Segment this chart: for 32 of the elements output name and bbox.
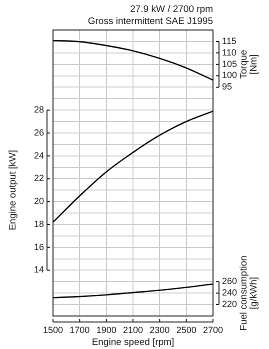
y2-tick-label: 110 (222, 47, 236, 58)
y-tick-label: 22 (34, 173, 44, 184)
y3-axis-title: Fuel consumption [g/kWh] (238, 256, 260, 331)
x-tick-label: 2700 (202, 324, 224, 335)
y3-tick-label: 220 (222, 299, 238, 310)
chart-subtitle: Gross intermittent SAE J1995 (88, 16, 213, 27)
line-series (53, 110, 213, 223)
x-tick-label: 2100 (122, 324, 144, 335)
y3-tick-label: 240 (222, 288, 238, 298)
y-tick-label: 20 (34, 196, 44, 206)
x-tick-label: 1500 (42, 324, 64, 335)
y-axis-title: Engine output [kW] (8, 150, 19, 230)
y2-tick-label: 115 (222, 36, 236, 46)
y2-axis-title: Torque [Nm] (238, 50, 260, 79)
chart-title: 27.9 kW / 2700 rpm (130, 4, 214, 15)
x-tick-label: 2300 (150, 324, 170, 335)
y2-tick-label: 95 (222, 82, 232, 92)
line-series (53, 40, 213, 81)
y-tick-label: 28 (34, 104, 44, 115)
y-tick-label: 14 (34, 264, 44, 275)
x-tick-label: 1900 (96, 324, 116, 335)
y3-tick-label: 260 (222, 276, 238, 286)
y-tick-label: 18 (34, 218, 44, 229)
y-tick-label: 26 (34, 127, 44, 138)
x-tick-label: 1700 (70, 324, 90, 335)
y-tick-label: 24 (34, 150, 44, 160)
x-axis-title: Engine speed [rpm] (92, 336, 174, 348)
y2-tick-label: 100 (222, 70, 238, 80)
line-series (53, 283, 213, 298)
y2-tick-label: 105 (222, 58, 238, 69)
x-tick-label: 2500 (176, 324, 196, 335)
y-tick-label: 16 (34, 242, 44, 252)
